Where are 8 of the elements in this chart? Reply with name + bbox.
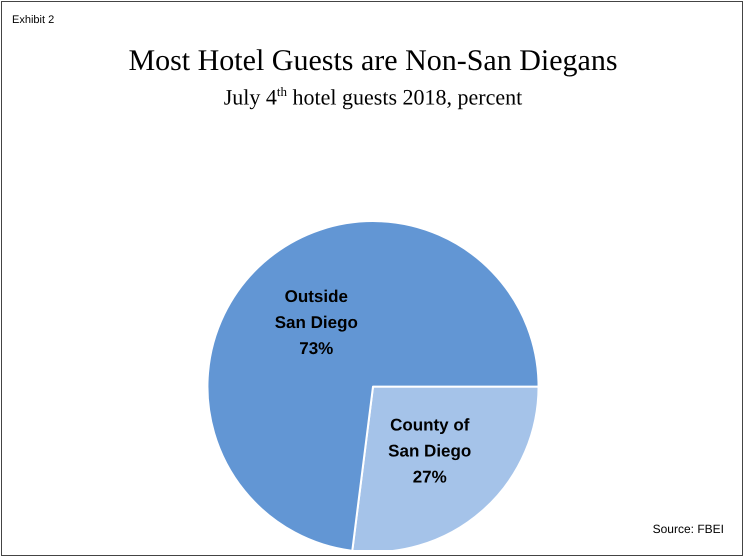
data-label: 73% bbox=[299, 338, 334, 358]
chart-subtitle: July 4$^{th}$ hotel guests 2018, percent bbox=[222, 84, 524, 110]
chart-title: Most Hotel Guests are Non-San Diegans bbox=[127, 44, 619, 78]
slice-label: County of San Diego bbox=[388, 415, 472, 460]
text: Exhibit 2 bbox=[12, 14, 54, 26]
data-label: 27% bbox=[412, 467, 447, 486]
source-note: Source: FBEI bbox=[652, 522, 724, 536]
slice-label: Outside San Diego bbox=[274, 286, 358, 332]
